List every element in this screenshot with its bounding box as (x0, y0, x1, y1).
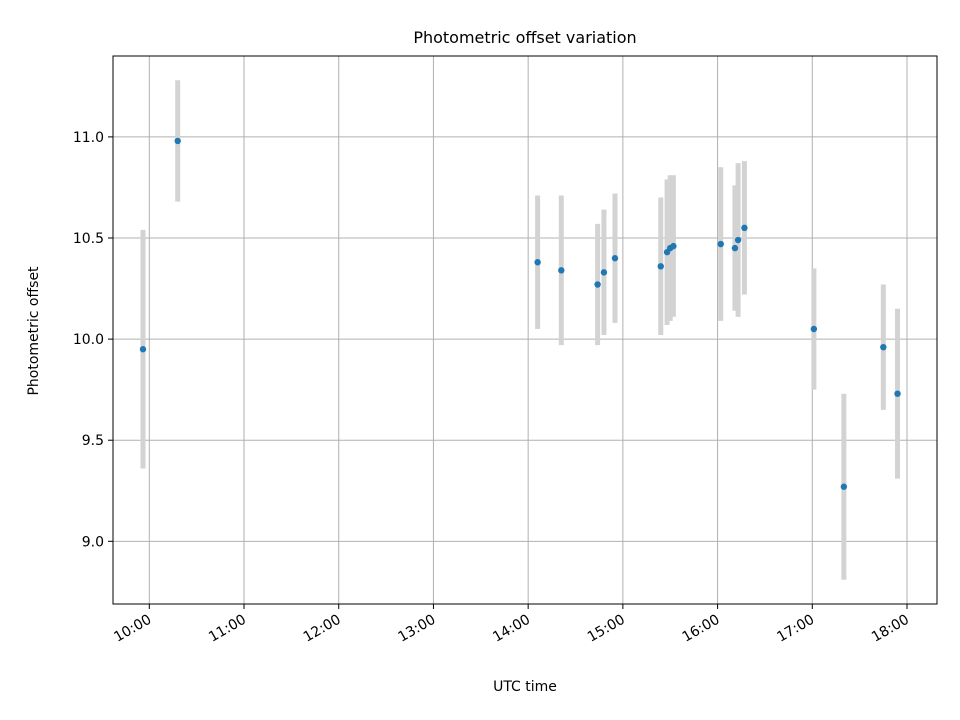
data-point (717, 240, 724, 248)
data-point (670, 242, 677, 250)
y-tick-label: 10.5 (73, 231, 104, 247)
data-point (534, 259, 541, 266)
grid (113, 56, 937, 604)
data-points (139, 137, 901, 490)
data-point (611, 255, 619, 262)
data-point (600, 269, 608, 276)
data-point (657, 263, 664, 270)
plot-frame (112, 55, 938, 605)
data-point (810, 325, 818, 333)
data-point (558, 267, 565, 274)
data-point (741, 224, 748, 232)
y-tick-label: 9.0 (82, 534, 104, 550)
data-point (734, 236, 742, 244)
data-point (894, 390, 901, 397)
y-tick-label: 9.5 (82, 433, 104, 449)
data-point (840, 483, 848, 490)
y-tick-label: 10.0 (73, 332, 104, 348)
y-axis: 9.0 9.5 10.0 10.5 11.0 (73, 130, 113, 550)
data-point (880, 343, 887, 351)
y-axis-label: Photometric offset (26, 266, 42, 396)
data-point (139, 346, 147, 353)
x-axis-label: UTC time (493, 679, 557, 695)
data-point (174, 137, 181, 145)
data-point (594, 281, 601, 288)
data-point (731, 244, 739, 252)
y-tick-label: 11.0 (73, 130, 104, 146)
chart-title: Photometric offset variation (413, 28, 636, 47)
